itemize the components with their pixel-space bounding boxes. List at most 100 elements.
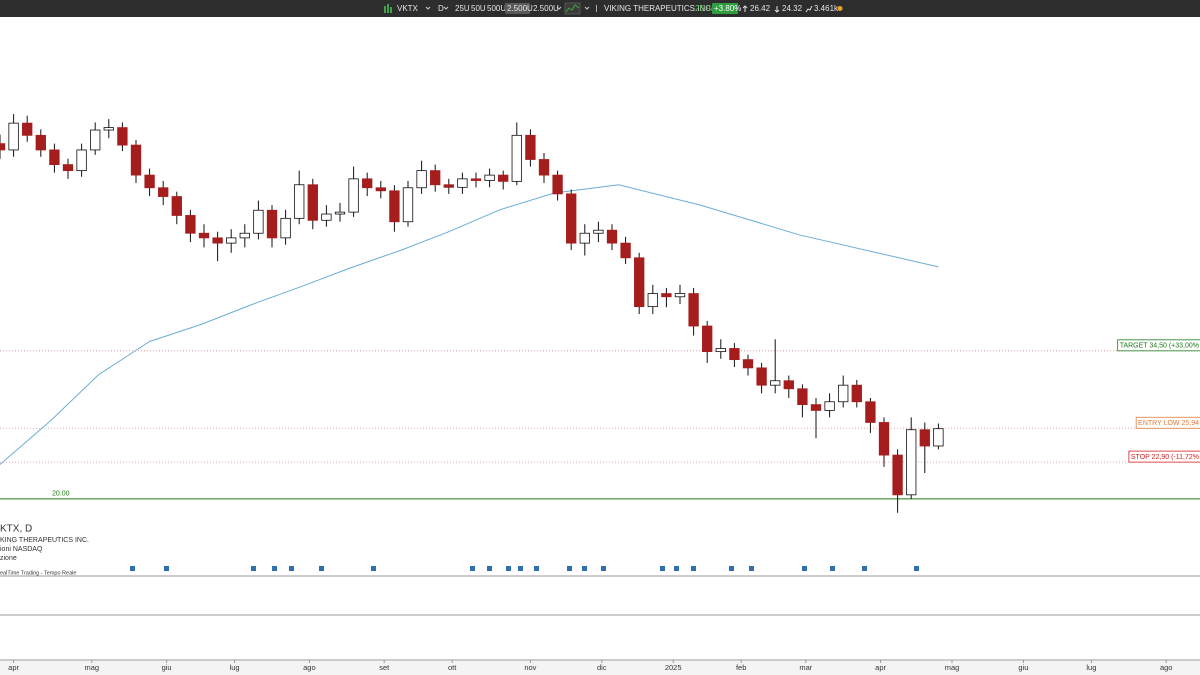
size-button[interactable]: 50U bbox=[471, 4, 486, 13]
candle-body bbox=[389, 190, 400, 223]
change-badge bbox=[712, 3, 738, 14]
candle-body bbox=[742, 359, 754, 369]
x-tick-label: 2025 bbox=[665, 663, 682, 672]
day-low: 24.32 bbox=[782, 4, 803, 13]
candle-body bbox=[266, 209, 278, 239]
candle-body bbox=[430, 170, 441, 186]
candle-body bbox=[756, 367, 767, 386]
candle-body bbox=[144, 174, 155, 189]
candle-body bbox=[212, 237, 223, 244]
x-tick-label: mag bbox=[85, 663, 100, 672]
candle-body bbox=[498, 174, 509, 182]
candle-body bbox=[239, 232, 250, 239]
level-label: STOP 22,90 (-11,72% bbox=[1131, 454, 1199, 461]
candle-body bbox=[579, 232, 590, 244]
x-tick-label: lug bbox=[1086, 663, 1096, 672]
candle-body bbox=[8, 122, 19, 151]
change: +3.80% bbox=[714, 4, 741, 13]
x-tick-label: set bbox=[379, 663, 390, 672]
candle-body bbox=[334, 211, 346, 215]
moving-average bbox=[0, 184, 939, 465]
candle-body bbox=[606, 229, 618, 244]
candle-body bbox=[810, 404, 822, 411]
level-label: 20.00 bbox=[52, 491, 70, 498]
chevron bbox=[425, 6, 431, 10]
size-button[interactable]: 25U bbox=[455, 4, 470, 13]
candle-body bbox=[35, 134, 46, 151]
symbol[interactable]: VKTX bbox=[397, 4, 419, 13]
day-high: 26.42 bbox=[750, 4, 771, 13]
x-tick-label: nov bbox=[524, 663, 536, 672]
legend-symbol: KTX, D bbox=[0, 524, 32, 535]
candle-body bbox=[838, 384, 849, 403]
size-select[interactable]: 2.500U bbox=[533, 4, 559, 13]
candle-body bbox=[117, 127, 128, 146]
interval[interactable]: D bbox=[438, 4, 444, 13]
candle-body bbox=[511, 134, 522, 182]
candle-body bbox=[783, 380, 794, 390]
chevron bbox=[556, 6, 562, 10]
size-button[interactable]: 2.500U bbox=[507, 4, 533, 13]
candle-body bbox=[593, 229, 604, 234]
candle-body bbox=[688, 293, 699, 327]
chart-style-icon[interactable] bbox=[564, 2, 581, 15]
candle-body bbox=[76, 149, 87, 172]
candle-body bbox=[130, 144, 142, 176]
candle-body bbox=[661, 293, 672, 298]
x-tick-label: giu bbox=[162, 663, 172, 672]
event-markers bbox=[130, 566, 919, 571]
candle-body bbox=[906, 429, 917, 496]
x-tick-label: ott bbox=[448, 663, 457, 672]
candle-body bbox=[566, 193, 577, 244]
candle-body bbox=[375, 187, 386, 192]
toolbar bbox=[0, 0, 1200, 17]
x-tick-label: lug bbox=[230, 663, 240, 672]
level-label: TARGET 34,50 (+33,00% bbox=[1120, 343, 1199, 350]
size-button[interactable]: 500U bbox=[487, 4, 506, 13]
candle-body bbox=[198, 232, 210, 239]
candle-body bbox=[362, 178, 373, 189]
candle-body bbox=[484, 174, 495, 181]
candle-body bbox=[525, 134, 536, 160]
chevron bbox=[443, 6, 449, 10]
legend-exchange: ioni NASDAQ bbox=[0, 546, 43, 553]
level-label: ENTRY LOW 25,94 bbox=[1138, 420, 1199, 427]
level-box bbox=[1117, 339, 1200, 352]
candle-body bbox=[933, 428, 944, 447]
volume-icon bbox=[805, 5, 813, 13]
x-tick-label: ago bbox=[303, 663, 316, 672]
candle-body bbox=[634, 257, 645, 308]
candle-body bbox=[892, 454, 903, 496]
candle-body bbox=[443, 184, 454, 188]
x-tick-label: feb bbox=[736, 663, 746, 672]
candle-body bbox=[22, 122, 33, 136]
last-price: 25.94 bbox=[695, 4, 716, 13]
candle-body bbox=[307, 184, 318, 221]
candle-body bbox=[715, 348, 726, 353]
x-tick-label: apr bbox=[875, 663, 886, 672]
candle-body bbox=[620, 242, 631, 259]
size-active bbox=[505, 3, 530, 14]
candle-body bbox=[457, 178, 468, 188]
legend-feed: ealTime Trading - Tempo Reale bbox=[0, 570, 76, 576]
candle-body bbox=[185, 215, 196, 234]
candle-body bbox=[402, 187, 414, 223]
candle-body bbox=[49, 149, 60, 166]
candle-body bbox=[770, 380, 781, 386]
candle-body bbox=[797, 388, 808, 406]
separator bbox=[596, 5, 597, 12]
x-tick-label: apr bbox=[8, 663, 19, 672]
candle-body bbox=[416, 170, 427, 189]
x-tick-label: dic bbox=[597, 663, 607, 672]
candle-body bbox=[280, 217, 291, 239]
x-tick-label: mag bbox=[945, 663, 960, 672]
candle-body bbox=[103, 127, 114, 131]
legend-type: zione bbox=[0, 555, 17, 562]
candle-body bbox=[321, 213, 332, 221]
volume: 3.461k bbox=[814, 4, 839, 13]
candle-body bbox=[824, 401, 835, 411]
candle-body bbox=[226, 237, 237, 244]
legend-name: KING THERAPEUTICS INC. bbox=[0, 537, 89, 544]
